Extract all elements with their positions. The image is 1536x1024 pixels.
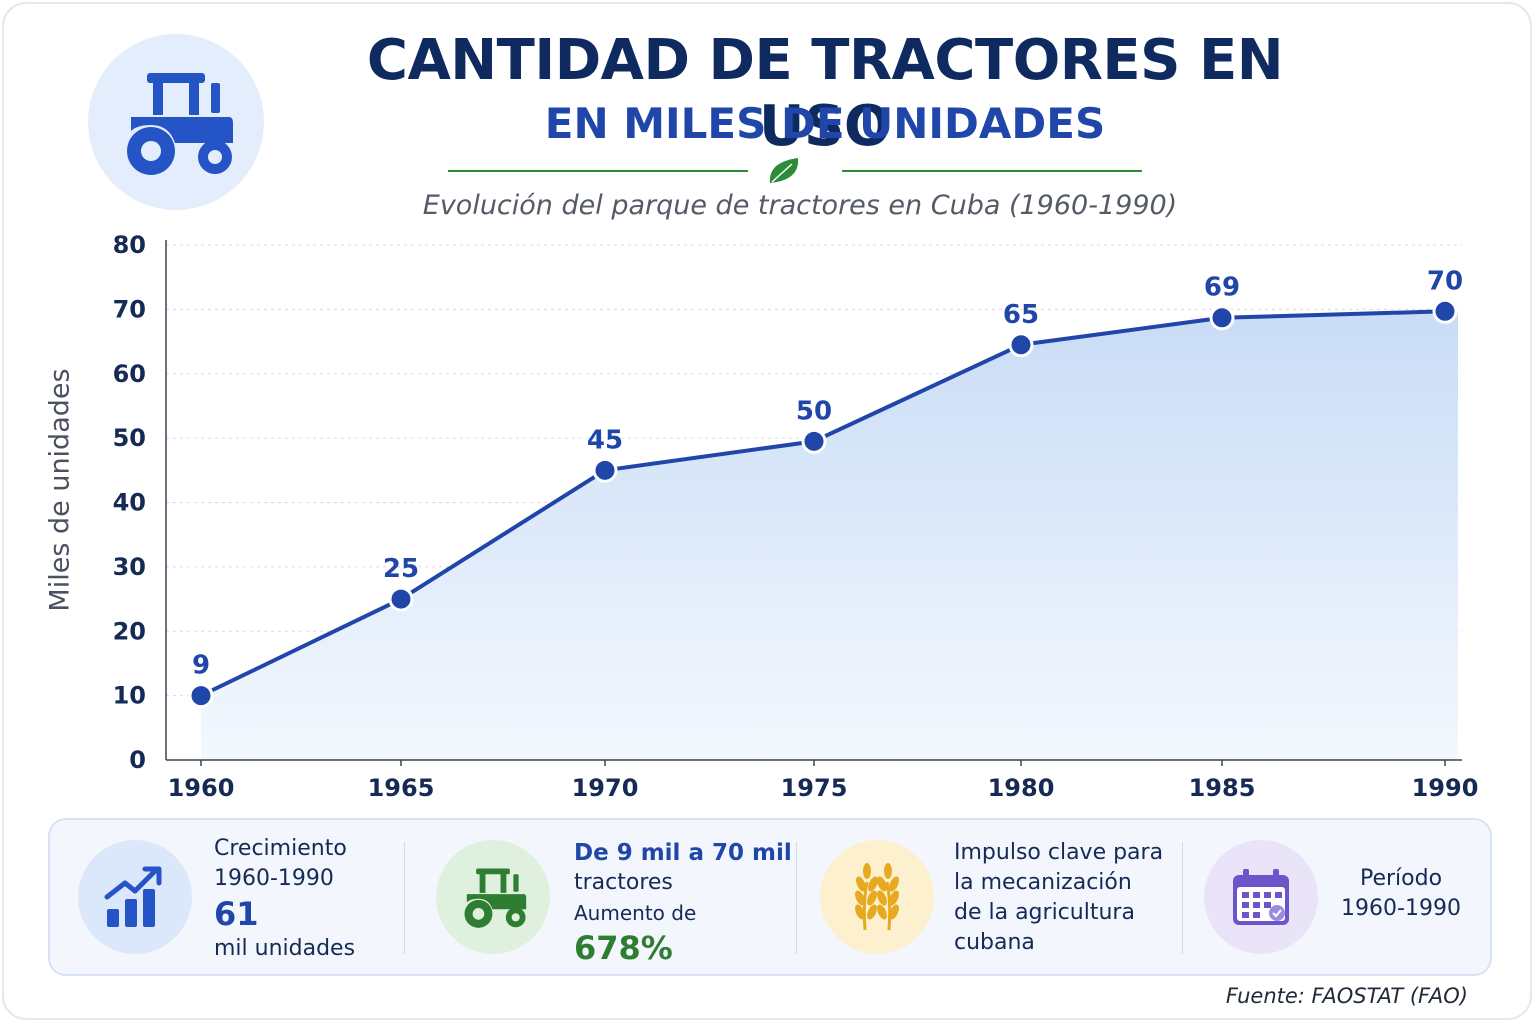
stat-calendar-icon-circle xyxy=(1204,840,1318,954)
chart-title: CANTIDAD DE TRACTORES EN USO xyxy=(366,28,1284,159)
data-label: 9 xyxy=(192,651,210,681)
line-chart: 0 10 20 30 40 50 60 70 80 1960 1965 1970 1975 1980 198… xyxy=(113,231,1479,802)
growth-chart-icon xyxy=(104,866,162,927)
stat-wheat-line4: cubana xyxy=(954,930,1035,955)
stat-wheat-text: Impulso clave para la mecanización de la… xyxy=(954,838,1163,958)
stat-tractor-icon-circle xyxy=(436,840,550,954)
y-tick-label: 10 xyxy=(113,682,146,710)
stat-growth-line1: Crecimiento xyxy=(214,836,347,861)
data-point xyxy=(1432,298,1458,324)
data-label: 45 xyxy=(587,425,623,455)
y-tick-label: 70 xyxy=(113,295,146,323)
source-footer: Fuente: FAOSTAT (FAO) xyxy=(1225,984,1468,1008)
stat-period-text: Período 1960-1990 xyxy=(1336,864,1466,924)
stat-growth-line3: mil unidades xyxy=(214,936,356,961)
x-tick-label: 1975 xyxy=(781,774,848,802)
stat-tractor-line2: tractores xyxy=(574,870,673,895)
data-point xyxy=(188,683,214,709)
stat-period-line1: Período xyxy=(1359,866,1443,891)
y-tick-label: 60 xyxy=(113,360,146,388)
stat-tractor-value: 678% xyxy=(574,929,673,967)
chart-subtitle: EN MILES DE UNIDADES xyxy=(544,99,1106,148)
stat-growth-text: Crecimiento 1960-1990 61 mil unidades xyxy=(214,834,355,964)
title-divider xyxy=(448,158,1142,183)
stats-panel: Crecimiento 1960-1990 61 mil unidades De… xyxy=(48,818,1492,976)
y-tick-label: 50 xyxy=(113,424,146,452)
data-label: 70 xyxy=(1427,266,1463,296)
leaf-icon xyxy=(769,158,799,183)
tractor-icon xyxy=(464,868,527,928)
y-tick-label: 80 xyxy=(113,231,146,259)
x-tick-label: 1985 xyxy=(1189,774,1256,802)
data-point xyxy=(1209,305,1235,331)
data-point xyxy=(1008,332,1034,358)
data-label: 69 xyxy=(1204,273,1240,303)
wheat-icon xyxy=(855,863,899,931)
y-tick-label: 40 xyxy=(113,489,146,517)
stat-separator xyxy=(404,842,405,954)
stat-growth-icon-circle xyxy=(78,840,192,954)
stat-period-line2: 1960-1990 xyxy=(1341,896,1461,921)
x-tick-label: 1970 xyxy=(572,774,639,802)
data-point xyxy=(801,428,827,454)
data-point xyxy=(388,586,414,612)
stat-separator xyxy=(796,842,797,954)
area-fill xyxy=(201,311,1458,760)
y-tick-label: 0 xyxy=(129,746,146,774)
stat-wheat-line2: la mecanización xyxy=(954,870,1132,895)
stat-wheat-line1: Impulso clave para xyxy=(954,840,1164,865)
stat-tractor-text: De 9 mil a 70 mil tractores Aumento de 6… xyxy=(574,838,792,968)
x-tick-label: 1980 xyxy=(988,774,1055,802)
x-tick-label: 1960 xyxy=(168,774,235,802)
data-label: 65 xyxy=(1003,300,1039,330)
chart-caption: Evolución del parque de tractores en Cub… xyxy=(422,190,1178,221)
stat-separator xyxy=(1182,842,1183,954)
stat-tractor-line1: De 9 mil a 70 mil xyxy=(574,840,792,866)
stat-tractor-line3: Aumento de xyxy=(574,901,697,925)
x-tick-label: 1990 xyxy=(1412,774,1479,802)
data-label: 50 xyxy=(796,396,832,426)
stat-growth-value: 61 xyxy=(214,895,259,933)
y-tick-label: 20 xyxy=(113,617,146,645)
tractor-icon xyxy=(127,73,233,175)
calendar-icon xyxy=(1233,869,1289,925)
y-tick-label: 30 xyxy=(113,553,146,581)
stat-wheat-icon-circle xyxy=(820,840,934,954)
x-tick-label: 1965 xyxy=(368,774,435,802)
tractor-logo xyxy=(88,34,264,210)
data-label: 25 xyxy=(383,554,419,584)
stat-growth-line2: 1960-1990 xyxy=(214,866,334,891)
data-point xyxy=(592,457,618,483)
stat-wheat-line3: de la agricultura xyxy=(954,900,1135,925)
